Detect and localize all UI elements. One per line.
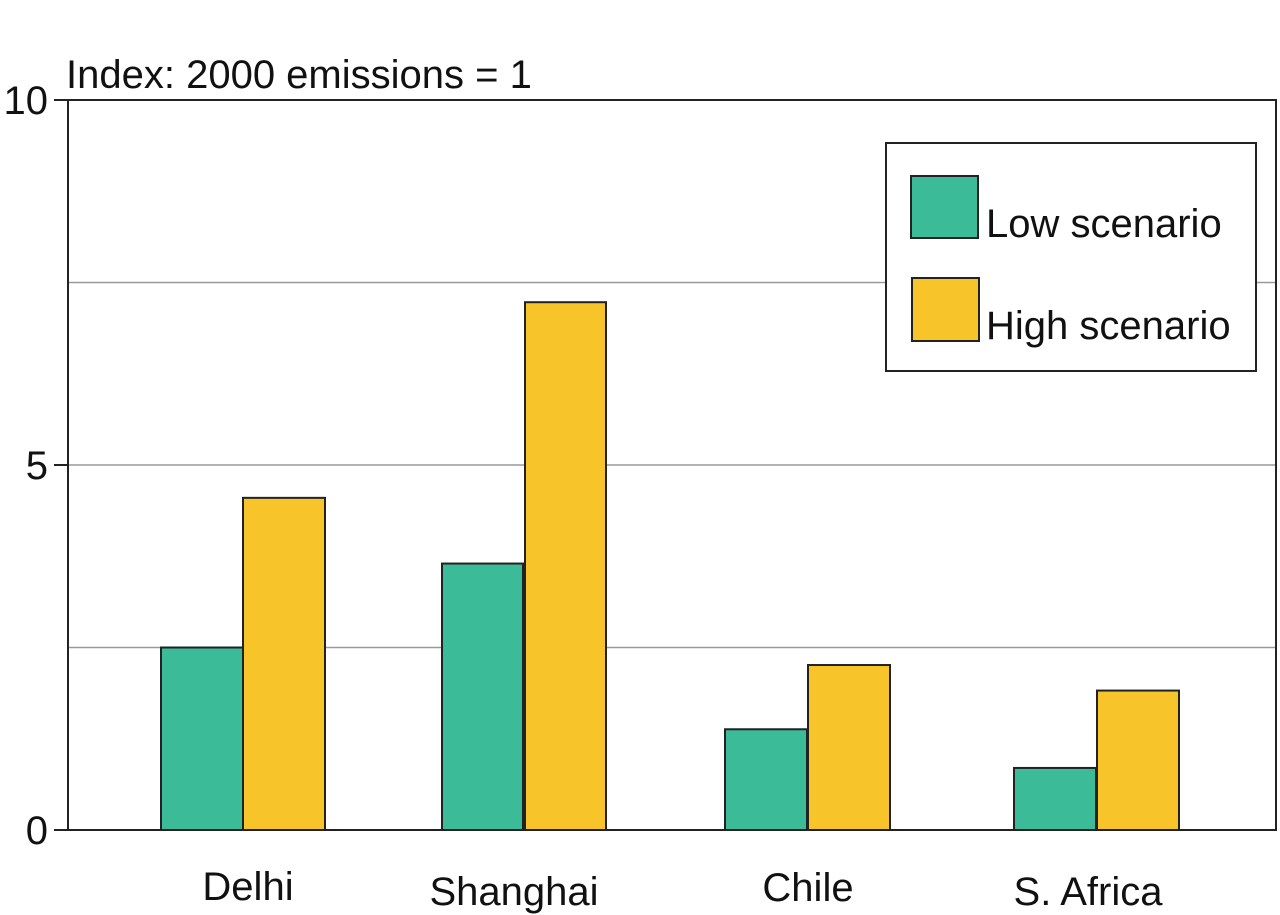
x-axis: Delhi Shanghai Chile S. Africa [202,865,1163,914]
legend-swatch-low [910,175,979,239]
x-tick-label: S. Africa [1014,870,1164,914]
bar-high-s-africa [1096,689,1180,831]
bar-low-s-africa [1013,766,1097,832]
bar-low-delhi [160,646,244,831]
x-tick-label: Delhi [202,865,293,909]
y-tick-label: 10 [4,79,49,123]
bar-high-shanghai [524,301,607,831]
bar-high-delhi [242,496,326,831]
legend-swatch-high [911,277,980,342]
x-tick-label: Shanghai [429,870,598,914]
bars [160,301,1180,832]
y-axis: 0 5 10 [4,79,68,853]
bar-low-shanghai [441,562,524,831]
legend-label-low: Low scenario [986,202,1222,246]
legend: Low scenario High scenario [885,142,1257,372]
x-tick-label: Chile [762,866,853,910]
y-tick-label: 5 [26,444,48,488]
legend-label-high: High scenario [986,304,1231,348]
chart-title: Index: 2000 emissions = 1 [66,53,532,97]
y-tick-label: 0 [26,809,48,853]
bar-low-chile [724,728,808,832]
bar-high-chile [807,664,891,832]
